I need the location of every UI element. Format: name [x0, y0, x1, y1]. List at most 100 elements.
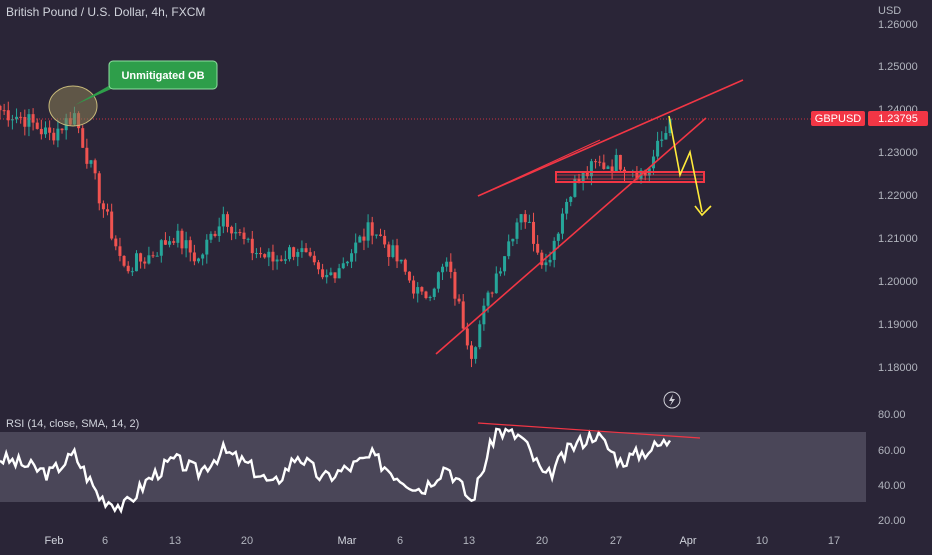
time-tick: 13 [463, 535, 475, 547]
candle-body [114, 238, 118, 247]
candle-body [544, 262, 548, 266]
candle-body [122, 255, 126, 266]
candle-body [101, 203, 105, 210]
candle-body [354, 242, 358, 254]
candle-body [511, 238, 515, 242]
candle-body [172, 241, 176, 243]
candle-body [27, 114, 31, 127]
candle-body [428, 296, 432, 299]
candle-body [412, 280, 416, 294]
candle-body [350, 253, 354, 262]
price-axis[interactable]: 1.26000 1.25000 1.24000 1.23000 1.22000 … [878, 19, 918, 374]
wedge-upper-line[interactable] [477, 79, 744, 197]
candle-body [296, 252, 300, 257]
projection-arrowhead-icon [694, 205, 712, 217]
candle-body [594, 161, 598, 163]
candle-body [134, 253, 138, 272]
candle-body [209, 233, 213, 240]
candle-body [139, 253, 143, 262]
order-block-circle[interactable] [48, 85, 98, 127]
time-tick: 27 [610, 535, 622, 547]
candle-body [201, 254, 205, 259]
candle-body [155, 255, 159, 257]
candle-body [420, 287, 424, 292]
candle-body [304, 248, 308, 253]
rsi-axis[interactable]: 80.00 60.00 40.00 20.00 [878, 409, 906, 527]
candle-body [403, 259, 407, 272]
candle-body [333, 272, 337, 279]
candle-body [341, 263, 345, 269]
candle-body [52, 132, 56, 141]
candle-body [536, 243, 540, 253]
candle-body [238, 232, 242, 234]
candle-body [205, 239, 209, 255]
candle-body [515, 222, 519, 239]
rsi-divergence-line[interactable] [477, 422, 701, 439]
rsi-tick: 20.00 [878, 515, 906, 527]
candle-body [151, 255, 155, 257]
time-tick: 6 [397, 535, 403, 547]
candle-body [416, 287, 420, 294]
last-price-text: 1.23795 [878, 113, 918, 125]
price-tick: 1.23000 [878, 147, 918, 159]
candle-body [110, 211, 114, 239]
candle-body [519, 214, 523, 223]
candle-body [618, 154, 622, 170]
candle-body [2, 110, 6, 112]
wedge-inner-line [477, 139, 601, 197]
time-tick: 6 [102, 535, 108, 547]
candle-body [85, 147, 89, 164]
candle-body [503, 256, 507, 272]
candle-body [494, 273, 498, 294]
time-tick: 17 [828, 535, 840, 547]
rising-wedge[interactable] [435, 79, 744, 355]
candle-body [573, 178, 577, 197]
candle-body [288, 247, 292, 260]
candle-body [93, 160, 97, 174]
candle-body [225, 214, 229, 227]
candle-body [436, 272, 440, 289]
time-axis[interactable]: Feb 6 13 20 Mar 6 13 20 27 Apr 10 17 [45, 535, 841, 547]
callout-text: Unmitigated OB [121, 70, 204, 82]
candle-body [325, 274, 329, 278]
symbol-tag-text: GBPUSD [815, 113, 862, 125]
candle-body [461, 301, 465, 329]
candle-body [271, 251, 275, 262]
candle-body [43, 127, 47, 135]
projection-path[interactable] [668, 115, 703, 213]
rsi-tick: 80.00 [878, 409, 906, 421]
candle-body [490, 292, 494, 294]
price-tick: 1.19000 [878, 319, 918, 331]
candle-body [254, 253, 258, 255]
time-tick: 13 [169, 535, 181, 547]
candle-body [337, 268, 341, 279]
price-candles [0, 101, 672, 368]
lightning-glyph [669, 394, 675, 406]
candle-body [48, 127, 52, 133]
price-tick: 1.26000 [878, 19, 918, 31]
candle-body [457, 298, 461, 302]
currency-label: USD [878, 5, 901, 17]
candle-body [221, 214, 225, 227]
candle-body [308, 252, 312, 256]
candle-body [176, 230, 180, 243]
candle-body [15, 116, 19, 120]
candle-body [188, 240, 192, 253]
candle-body [159, 240, 163, 256]
candle-body [623, 169, 627, 173]
candle-body [469, 345, 473, 359]
time-tick: 10 [756, 535, 768, 547]
candle-body [465, 328, 469, 346]
candle-body [217, 226, 221, 237]
candle-body [391, 245, 395, 257]
candle-body [192, 252, 196, 262]
candle-body [300, 248, 304, 253]
price-tick: 1.22000 [878, 190, 918, 202]
wedge-lower-line[interactable] [435, 117, 707, 355]
candle-body [246, 238, 250, 240]
candle-body [118, 246, 122, 256]
callout-box[interactable] [108, 60, 218, 90]
candle-body [316, 262, 320, 270]
candle-body [147, 255, 151, 264]
